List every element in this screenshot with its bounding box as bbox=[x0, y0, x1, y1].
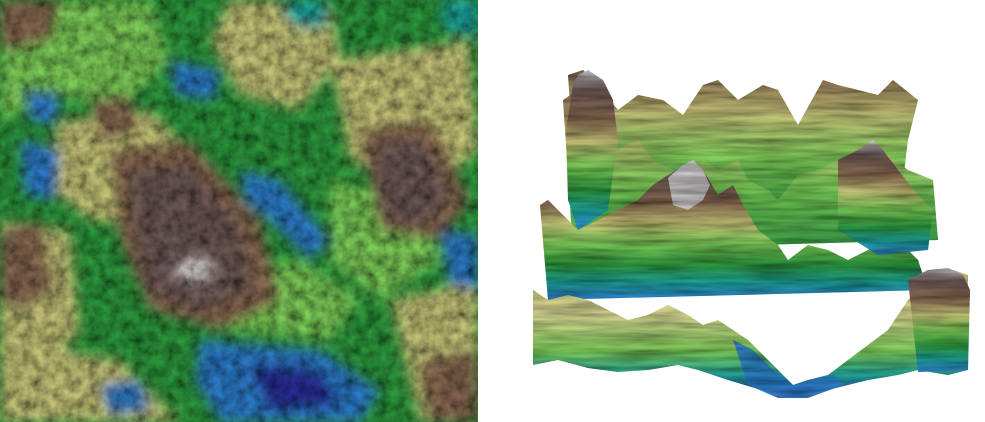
terrain-3d-perspective bbox=[478, 0, 985, 422]
terrain-3d-image bbox=[533, 70, 970, 398]
terrain-heightmap-topdown bbox=[0, 0, 478, 422]
heightmap-image bbox=[0, 0, 478, 422]
